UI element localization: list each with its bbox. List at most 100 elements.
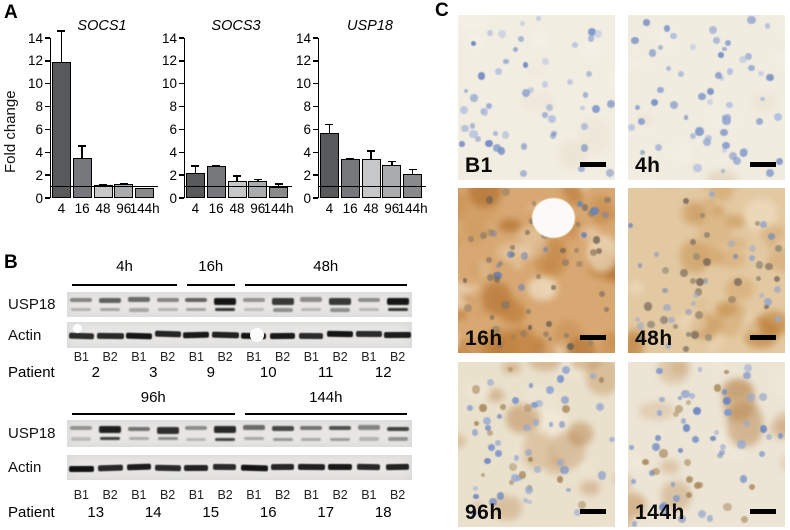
nucleus-dot: [685, 309, 692, 316]
y-tick: [45, 128, 50, 131]
nucleus-dot: [719, 449, 725, 456]
nucleus-dot: [686, 400, 691, 406]
nucleus-dot: [541, 58, 549, 66]
y-tick-label: 6: [303, 121, 311, 137]
nucleus-dot: [575, 222, 581, 227]
nucleus-dot: [777, 433, 784, 439]
stain-patch: [636, 122, 656, 134]
nucleus-dot: [683, 115, 689, 120]
nucleus-dot: [478, 72, 486, 80]
nucleus-dot: [566, 78, 574, 85]
y-tick-label: 2: [169, 167, 177, 183]
y-tick-label: 10: [295, 76, 311, 92]
nucleus-dot: [487, 229, 494, 236]
lane-label: B1: [246, 488, 262, 502]
error-bar-cap: [325, 123, 334, 126]
y-tick-label: 0: [169, 190, 177, 206]
stain-patch: [711, 206, 724, 217]
stain-patch: [466, 296, 476, 306]
nucleus-dot: [661, 509, 669, 517]
nucleus-dot: [690, 277, 697, 284]
nucleus-dot: [697, 482, 703, 488]
blot-band-actin: [183, 331, 210, 339]
blot-band-actin: [299, 332, 324, 340]
blot-band-lower: [243, 307, 264, 312]
nucleus-dot: [690, 43, 697, 50]
nucleus-dot: [535, 399, 543, 407]
nucleus-dot: [550, 285, 556, 291]
error-bar-cap: [78, 145, 87, 147]
patient-number: 10: [259, 364, 277, 381]
blot-band-actin: [328, 464, 353, 471]
nucleus-dot: [599, 377, 605, 383]
nucleus-dot: [494, 449, 502, 457]
nucleus-dot: [776, 158, 784, 166]
blot-band-lower: [157, 436, 178, 441]
patient-number: 16: [259, 504, 277, 521]
nucleus-dot: [694, 310, 703, 319]
nucleus-dot: [651, 467, 660, 476]
nucleus-dot: [495, 439, 501, 446]
blot-band-lower: [100, 436, 121, 441]
error-bar: [370, 150, 372, 160]
nucleus-dot: [668, 316, 675, 324]
stain-patch: [608, 212, 615, 218]
blot-band-actin: [270, 333, 296, 340]
error-bar-cap: [99, 183, 107, 186]
nucleus-dot: [755, 221, 761, 226]
stain-patch: [628, 492, 646, 518]
blot-band-actin: [240, 464, 268, 472]
nucleus-dot: [773, 285, 782, 294]
stain-patch: [527, 277, 557, 300]
nucleus-dot: [706, 98, 714, 106]
stain-patch: [696, 301, 706, 309]
nucleus-dot: [732, 253, 738, 259]
blot-band-actin: [298, 463, 325, 470]
blot-band-actin: [68, 332, 94, 340]
ihc-time-label: 48h: [635, 327, 673, 350]
nucleus-dot: [709, 190, 716, 197]
bar-96: [114, 184, 134, 198]
nucleus-dot: [528, 217, 535, 224]
nucleus-dot: [719, 76, 725, 82]
y-tick: [313, 174, 318, 176]
nucleus-dot: [557, 458, 565, 466]
y-tick: [179, 82, 184, 85]
lane-label: B2: [332, 488, 348, 502]
nucleus-dot: [472, 385, 481, 394]
nucleus-dot: [691, 331, 699, 339]
actin-blot-strip: [67, 322, 412, 348]
nucleus-dot: [651, 333, 657, 339]
error-bar-cap: [367, 150, 375, 152]
bar-4: [51, 62, 71, 198]
stain-patch: [504, 326, 536, 353]
nucleus-dot: [631, 36, 639, 44]
blot-band-actin: [211, 331, 239, 339]
nucleus-dot: [726, 68, 734, 75]
nucleus-dot: [689, 239, 696, 245]
lane-label: B2: [332, 350, 348, 364]
nucleus-dot: [594, 30, 603, 38]
x-tick-label: 48: [95, 201, 111, 216]
blot-white-artifact: [250, 328, 264, 342]
nucleus-dot: [629, 444, 635, 450]
error-bar-cap: [233, 175, 241, 177]
blot-band-lower: [215, 437, 236, 442]
nucleus-dot: [643, 302, 652, 311]
nucleus-dot: [758, 292, 765, 299]
lane-label: B1: [188, 350, 205, 364]
nucleus-dot: [673, 323, 679, 329]
nucleus-dot: [489, 315, 495, 320]
reference-line: [319, 185, 426, 188]
blot-band-upper: [329, 298, 352, 306]
nucleus-dot: [670, 482, 676, 487]
nucleus-dot: [755, 260, 764, 269]
blot-band-lower: [272, 308, 293, 312]
nucleus-dot: [517, 283, 526, 292]
blot-band-upper: [271, 426, 294, 431]
nucleus-dot: [487, 429, 494, 436]
nucleus-dot: [694, 288, 703, 296]
stain-patch: [638, 401, 675, 421]
nucleus-dot: [637, 117, 646, 126]
nucleus-dot: [571, 42, 578, 49]
